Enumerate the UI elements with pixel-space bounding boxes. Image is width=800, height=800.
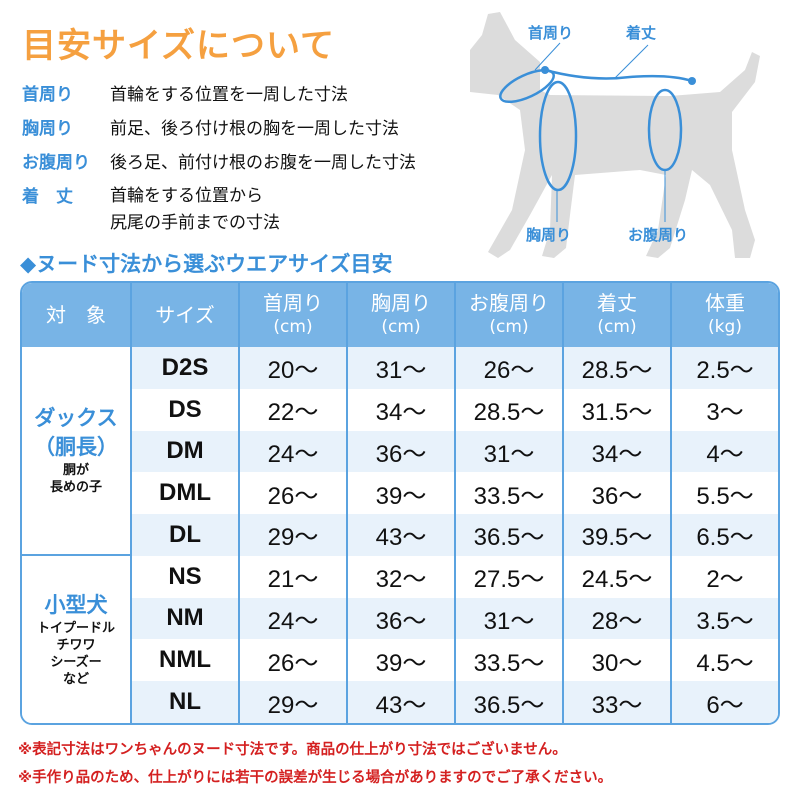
value-cell: 4～	[672, 430, 778, 473]
value-cell: 22～	[240, 388, 348, 431]
value-cell: 24～	[240, 597, 348, 640]
value-cell: 34～	[348, 388, 456, 431]
section-title: ◆ヌード寸法から選ぶウエアサイズ目安	[20, 252, 393, 276]
value-cell: 29～	[240, 681, 348, 723]
value-cell: 31～	[456, 597, 564, 640]
value-cell: 36～	[348, 597, 456, 640]
value-cell: 36～	[348, 430, 456, 473]
size-cell: DML	[132, 472, 240, 515]
value-cell: 36.5～	[456, 514, 564, 556]
table-row: DS 22～ 34～ 28.5～ 31.5～ 3～	[22, 388, 778, 431]
value-cell: 3～	[672, 388, 778, 431]
value-cell: 28.5～	[456, 388, 564, 431]
value-cell: 33.5～	[456, 472, 564, 515]
group-cell: 小型犬 トイプードル チワワ シーズー など	[22, 555, 132, 723]
size-cell: DM	[132, 430, 240, 473]
value-cell: 2～	[672, 555, 778, 598]
label-chest: 胸周り	[526, 226, 572, 244]
value-cell: 34～	[564, 430, 672, 473]
value-cell: 36～	[564, 472, 672, 515]
value-cell: 6.5～	[672, 514, 778, 556]
value-cell: 20～	[240, 347, 348, 389]
size-cell: NM	[132, 597, 240, 640]
header-size: サイズ	[132, 283, 240, 347]
table-row: DM 24～ 36～ 31～ 34～ 4～	[22, 430, 778, 473]
header-weight: 体重 (kg)	[672, 283, 778, 347]
value-cell: 39～	[348, 472, 456, 515]
note: ※表記寸法はワンちゃんのヌード寸法です。商品の仕上がり寸法ではございません。	[18, 742, 567, 758]
def-term: 胸周り	[22, 119, 73, 139]
value-cell: 24.5～	[564, 555, 672, 598]
def-desc: 後ろ足、前付け根のお腹を一周した寸法	[110, 153, 416, 173]
value-cell: 29～	[240, 514, 348, 556]
value-cell: 39.5～	[564, 514, 672, 556]
value-cell: 32～	[348, 555, 456, 598]
table-row: 小型犬 トイプードル チワワ シーズー など NS 21～ 32～ 27.5～ 24.5～ 2～	[22, 555, 778, 723]
size-cell: NL	[132, 681, 240, 723]
header-neck: 首周り (cm)	[240, 283, 348, 347]
value-cell: 31.5～	[564, 388, 672, 431]
table-row: NL 29～ 43～ 36.5～ 33～ 6～	[22, 681, 778, 723]
notes: ※表記寸法はワンちゃんのヌード寸法です。商品の仕上がり寸法ではございません。 ※…	[18, 736, 612, 792]
definitions: 首周り 首輪をする位置を一周した寸法 胸周り 前足、後ろ付け根の胸を一周した寸法 お…	[22, 78, 416, 237]
dog-diagram: 首周り 着丈 胸周り お腹周り	[470, 0, 800, 280]
value-cell: 4.5～	[672, 639, 778, 682]
table-row: NM 24～ 36～ 31～ 28～ 3.5～	[22, 597, 778, 640]
label-length: 着丈	[626, 24, 657, 42]
label-neck: 首周り	[528, 24, 574, 42]
dog-silhouette-icon	[470, 12, 760, 258]
value-cell: 26～	[240, 472, 348, 515]
size-table: 対 象 サイズ 首周り (cm) 胸周り (cm) お腹周り (cm) 着丈 (cm) …	[20, 281, 780, 725]
value-cell: 43～	[348, 681, 456, 723]
table-row: NML 26～ 39～ 33.5～ 30～ 4.5～	[22, 639, 778, 682]
value-cell: 5.5～	[672, 472, 778, 515]
size-cell: DL	[132, 514, 240, 556]
value-cell: 26～	[240, 639, 348, 682]
value-cell: 28～	[564, 597, 672, 640]
label-belly: お腹周り	[628, 226, 689, 244]
def-term: 首周り	[22, 85, 73, 105]
value-cell: 3.5～	[672, 597, 778, 640]
value-cell: 2.5～	[672, 347, 778, 389]
table-row: ダックス （胴長） 胴が 長めの子 D2S 20～ 31～ 26～ 28.5～ 2.5～	[22, 347, 778, 556]
value-cell: 36.5～	[456, 681, 564, 723]
value-cell: 28.5～	[564, 347, 672, 389]
value-cell: 27.5～	[456, 555, 564, 598]
size-cell: NS	[132, 555, 240, 598]
value-cell: 26～	[456, 347, 564, 389]
value-cell: 33～	[564, 681, 672, 723]
def-term: 着 丈	[22, 187, 73, 207]
value-cell: 6～	[672, 681, 778, 723]
def-desc: 首輪をする位置を一周した寸法	[110, 85, 348, 105]
value-cell: 31～	[456, 430, 564, 473]
header-belly: お腹周り (cm)	[456, 283, 564, 347]
value-cell: 30～	[564, 639, 672, 682]
value-cell: 33.5～	[456, 639, 564, 682]
value-cell: 39～	[348, 639, 456, 682]
header-target: 対 象	[22, 283, 132, 347]
value-cell: 31～	[348, 347, 456, 389]
header-chest: 胸周り (cm)	[348, 283, 456, 347]
header-length: 着丈 (cm)	[564, 283, 672, 347]
table-row: DML 26～ 39～ 33.5～ 36～ 5.5～	[22, 472, 778, 515]
value-cell: 43～	[348, 514, 456, 556]
note: ※手作り品のため、仕上がりには若干の誤差が生じる場合がありますのでご了承ください…	[18, 770, 613, 786]
size-cell: D2S	[132, 347, 240, 389]
size-cell: NML	[132, 639, 240, 682]
table-row: DL 29～ 43～ 36.5～ 39.5～ 6.5～	[22, 514, 778, 556]
value-cell: 21～	[240, 555, 348, 598]
size-cell: DS	[132, 388, 240, 431]
group-cell: ダックス （胴長） 胴が 長めの子	[22, 347, 132, 556]
def-desc: 首輪をする位置から 尻尾の手前までの寸法	[110, 186, 280, 233]
def-term: お腹周り	[22, 153, 90, 173]
value-cell: 24～	[240, 430, 348, 473]
def-desc: 前足、後ろ付け根の胸を一周した寸法	[110, 119, 399, 139]
page-title: 目安サイズについて	[22, 26, 335, 66]
